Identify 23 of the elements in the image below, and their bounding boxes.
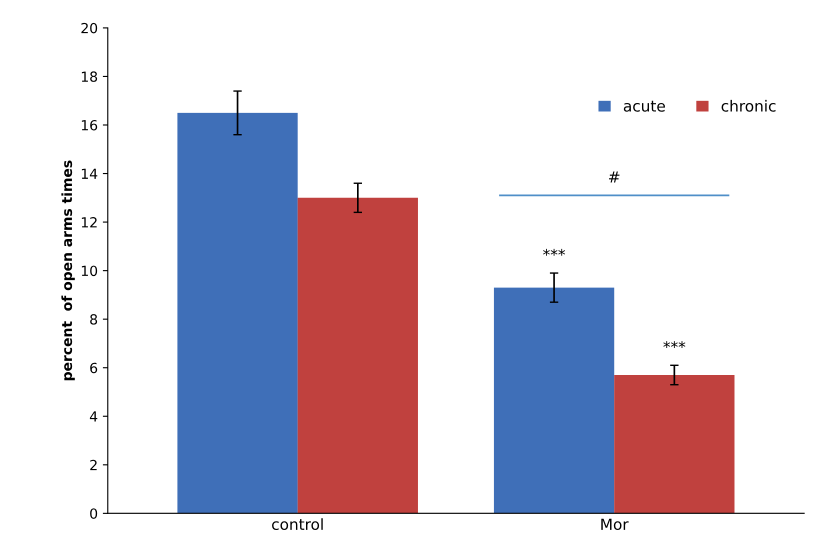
y-axis-title: percent of open arms times xyxy=(61,160,75,380)
y-tick-label: 6 xyxy=(90,362,98,374)
bar xyxy=(614,375,734,514)
bar xyxy=(298,198,418,514)
y-tick-label: 20 xyxy=(81,22,98,34)
y-tick-label: 12 xyxy=(82,217,97,228)
x-tick-label: control xyxy=(272,518,323,530)
legend-label: chronic xyxy=(722,100,776,112)
y-tick-label: 0 xyxy=(90,508,98,519)
annotation: *** xyxy=(543,248,566,256)
y-tick-label: 4 xyxy=(90,411,98,422)
y-tick-label: 14 xyxy=(82,168,98,179)
annotation: # xyxy=(608,172,620,182)
y-tick-label: 16 xyxy=(82,120,98,130)
bar xyxy=(494,288,614,514)
annotation: *** xyxy=(663,341,686,348)
legend-label: acute xyxy=(624,100,665,112)
y-tick-label: 2 xyxy=(90,460,97,470)
y-tick-label: 10 xyxy=(82,266,98,276)
bar xyxy=(177,112,298,514)
x-tick-label: Mor xyxy=(601,518,629,530)
y-tick-label: 18 xyxy=(82,71,98,82)
y-tick-label: 8 xyxy=(90,314,98,325)
